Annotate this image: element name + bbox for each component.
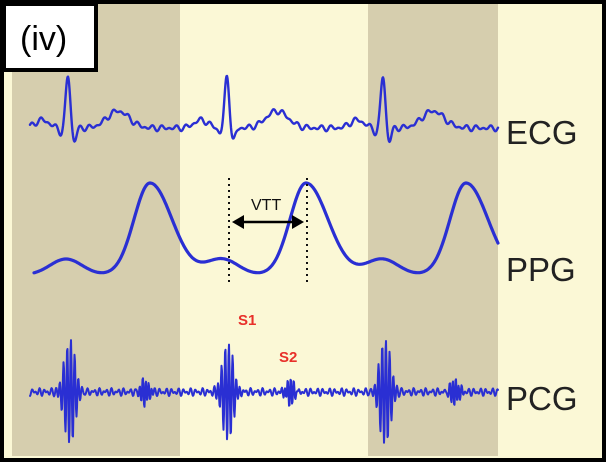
- ecg-trace-label: ECG: [506, 114, 578, 151]
- cycle-band-2: [180, 4, 368, 456]
- panel-label: (iv): [20, 20, 67, 58]
- s1-label: S1: [238, 312, 256, 329]
- pcg-waveform: [29, 339, 499, 444]
- ppg-trace-label: PPG: [506, 251, 576, 288]
- panel-label-box: [2, 2, 98, 72]
- ecg-waveform: [28, 74, 500, 143]
- vtt-label: VTT: [251, 197, 281, 214]
- s2-label: S2: [279, 349, 297, 366]
- ppg-waveform: [32, 181, 500, 275]
- cycle-band-4: [498, 4, 602, 456]
- cycle-band-1: [12, 4, 180, 456]
- pcg-trace-label: PCG: [506, 380, 578, 417]
- double-headed-arrow-icon: [232, 215, 304, 229]
